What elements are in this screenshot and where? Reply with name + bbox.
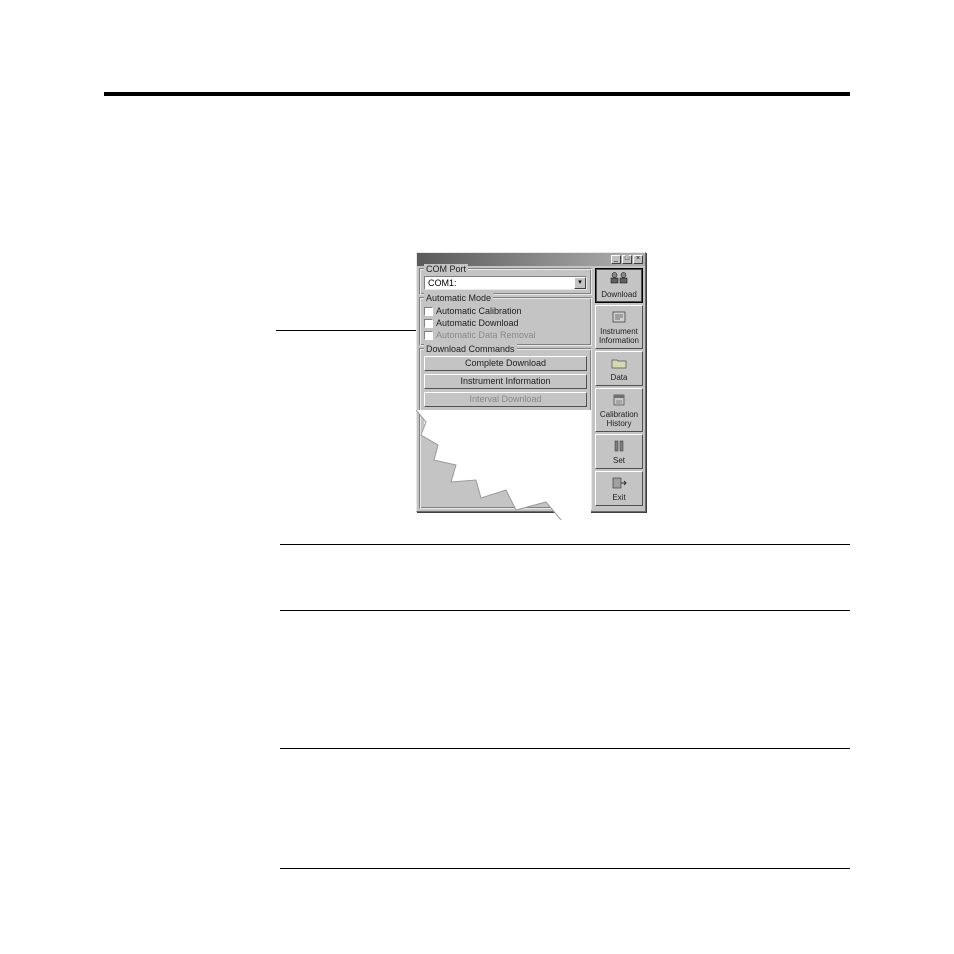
data-toolbar-button[interactable]: Data — [595, 351, 643, 386]
auto-data-removal-row: Automatic Data Removal — [424, 329, 587, 341]
com-port-dropdown[interactable]: COM1: ▾ — [424, 276, 587, 290]
download-toolbar-button[interactable]: Download — [595, 268, 643, 303]
com-port-group-title: COM Port — [424, 264, 468, 274]
interval-download-button: Interval Download — [424, 392, 587, 407]
download-icon — [609, 272, 629, 288]
rule-1 — [280, 544, 850, 545]
exit-toolbar-button[interactable]: Exit — [595, 471, 643, 506]
set-toolbar-button[interactable]: Set — [595, 434, 643, 469]
calibration-history-toolbar-button[interactable]: Calibration History — [595, 388, 643, 432]
com-port-group: COM Port COM1: ▾ — [419, 268, 592, 295]
download-commands-group: Download Commands Complete Download Inst… — [419, 348, 592, 509]
close-button[interactable]: × — [633, 255, 643, 264]
calibration-history-icon — [609, 392, 629, 408]
dropdown-arrow-icon[interactable]: ▾ — [574, 277, 586, 289]
auto-download-label: Automatic Download — [436, 318, 519, 328]
set-toolbar-label: Set — [613, 456, 625, 465]
rule-4 — [280, 868, 850, 869]
page: _ □ × COM Port COM1: ▾ Automatic Mode — [0, 0, 954, 954]
power-download-button: Power Download — [424, 410, 587, 425]
instrument-information-button[interactable]: Instrument Information — [424, 374, 587, 389]
titlebar-buttons: _ □ × — [611, 255, 643, 264]
complete-download-button[interactable]: Complete Download — [424, 356, 587, 371]
folder-icon — [609, 355, 629, 371]
automatic-mode-group: Automatic Mode Automatic Calibration Aut… — [419, 297, 592, 346]
exit-icon — [609, 475, 629, 491]
download-commands-group-title: Download Commands — [424, 344, 517, 354]
left-panel: COM Port COM1: ▾ Automatic Mode Automati… — [419, 268, 592, 509]
instrument-info-toolbar-label: Instrument Information — [598, 327, 640, 345]
automatic-mode-group-title: Automatic Mode — [424, 293, 493, 303]
instrument-info-icon — [609, 309, 629, 325]
rule-2 — [280, 610, 850, 611]
exit-toolbar-label: Exit — [612, 493, 625, 502]
instrument-info-toolbar-button[interactable]: Instrument Information — [595, 305, 643, 349]
set-icon — [609, 438, 629, 454]
auto-calibration-row[interactable]: Automatic Calibration — [424, 305, 587, 317]
auto-calibration-label: Automatic Calibration — [436, 306, 522, 316]
download-toolbar-label: Download — [601, 290, 637, 299]
auto-download-checkbox[interactable] — [424, 319, 433, 328]
right-toolbar: Download Instrument Information — [595, 268, 643, 509]
auto-download-row[interactable]: Automatic Download — [424, 317, 587, 329]
auto-data-removal-label: Automatic Data Removal — [436, 330, 536, 340]
auto-calibration-checkbox[interactable] — [424, 307, 433, 316]
com-port-value: COM1: — [428, 278, 457, 288]
client-area: COM Port COM1: ▾ Automatic Mode Automati… — [417, 266, 645, 511]
app-window: _ □ × COM Port COM1: ▾ Automatic Mode — [416, 252, 646, 512]
minimize-button[interactable]: _ — [611, 255, 621, 264]
calibration-history-toolbar-label: Calibration History — [598, 410, 640, 428]
maximize-button[interactable]: □ — [622, 255, 632, 264]
data-toolbar-label: Data — [611, 373, 628, 382]
header-rule — [104, 92, 850, 96]
rule-3 — [280, 748, 850, 749]
auto-data-removal-checkbox — [424, 331, 433, 340]
